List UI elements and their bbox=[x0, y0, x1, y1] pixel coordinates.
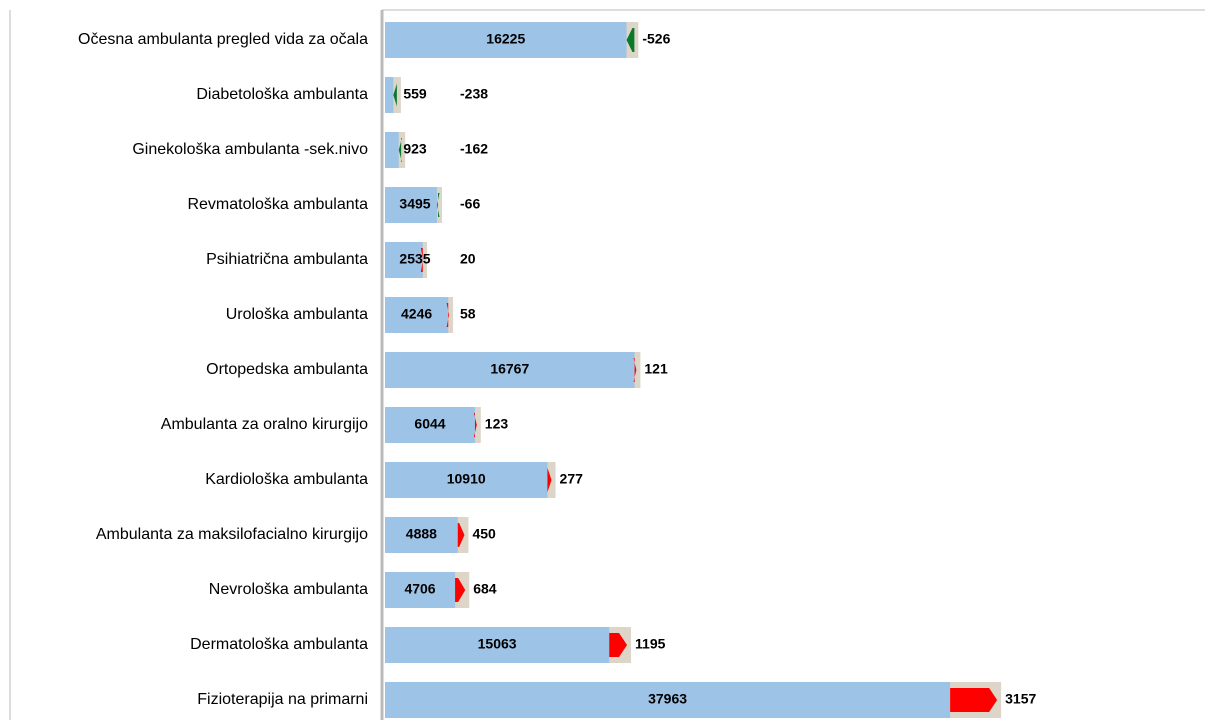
change-label: 277 bbox=[560, 471, 584, 487]
value-label: 4888 bbox=[406, 526, 437, 542]
change-arrow bbox=[393, 83, 398, 107]
value-label: 4706 bbox=[404, 581, 435, 597]
category-label: Ambulanta za oralno kirurgijo bbox=[161, 416, 368, 433]
value-label: 559 bbox=[403, 86, 427, 102]
category-label: Urološka ambulanta bbox=[226, 306, 368, 323]
value-label: 15063 bbox=[478, 636, 517, 652]
change-arrow bbox=[609, 633, 628, 657]
category-label: Ambulanta za maksilofacialno kirurgijo bbox=[96, 526, 368, 543]
change-arrow bbox=[455, 578, 466, 602]
value-label: 10910 bbox=[447, 471, 486, 487]
bar bbox=[385, 242, 423, 278]
category-label: Psihiatrična ambulanta bbox=[206, 251, 368, 268]
bar bbox=[385, 187, 438, 223]
change-label: 450 bbox=[472, 526, 496, 542]
category-label: Dermatološka ambulanta bbox=[190, 636, 368, 653]
category-label: Fizioterapija na primarni bbox=[197, 691, 368, 708]
change-arrow bbox=[420, 248, 424, 272]
value-label: 16767 bbox=[490, 361, 529, 377]
change-label: 58 bbox=[460, 306, 476, 322]
change-label: 1195 bbox=[635, 636, 666, 652]
change-arrow bbox=[633, 358, 637, 382]
value-label: 4246 bbox=[401, 306, 432, 322]
change-arrow bbox=[626, 28, 635, 52]
bar bbox=[385, 682, 951, 718]
change-arrow bbox=[457, 523, 465, 547]
value-label: 3495 bbox=[399, 196, 430, 212]
value-label: 16225 bbox=[486, 31, 525, 47]
change-label: -162 bbox=[460, 141, 488, 157]
category-label: Revmatološka ambulanta bbox=[187, 196, 368, 213]
change-label: 3157 bbox=[1005, 691, 1036, 707]
bar bbox=[385, 517, 458, 553]
category-label: Ortopedska ambulanta bbox=[206, 361, 368, 378]
change-label: -526 bbox=[642, 31, 670, 47]
change-arrow bbox=[473, 413, 477, 437]
change-arrow bbox=[446, 303, 450, 327]
category-label: Nevrološka ambulanta bbox=[209, 581, 368, 598]
bar bbox=[385, 132, 399, 168]
change-label: 684 bbox=[473, 581, 497, 597]
category-label: Očesna ambulanta pregled vida za očala bbox=[78, 31, 368, 48]
value-label: 2535 bbox=[399, 251, 430, 267]
bar bbox=[385, 627, 610, 663]
bar bbox=[385, 22, 627, 58]
change-label: 123 bbox=[485, 416, 509, 432]
value-label: 6044 bbox=[414, 416, 445, 432]
value-label: 37963 bbox=[648, 691, 687, 707]
bar bbox=[385, 462, 548, 498]
bar bbox=[385, 77, 394, 113]
category-label: Ginekološka ambulanta -sek.nivo bbox=[132, 141, 368, 158]
change-label: -238 bbox=[460, 86, 488, 102]
bar bbox=[385, 352, 635, 388]
value-label: 923 bbox=[403, 141, 427, 157]
change-arrow bbox=[437, 193, 440, 217]
change-arrow bbox=[950, 688, 998, 712]
change-label: -66 bbox=[460, 196, 480, 212]
change-arrow bbox=[547, 468, 552, 492]
bar bbox=[385, 297, 449, 333]
category-label: Diabetološka ambulanta bbox=[196, 86, 368, 103]
change-label: 121 bbox=[644, 361, 668, 377]
category-label: Kardiološka ambulanta bbox=[205, 471, 368, 488]
bar bbox=[385, 572, 456, 608]
change-label: 20 bbox=[460, 251, 476, 267]
bar bbox=[385, 407, 475, 443]
change-arrow bbox=[398, 138, 402, 162]
